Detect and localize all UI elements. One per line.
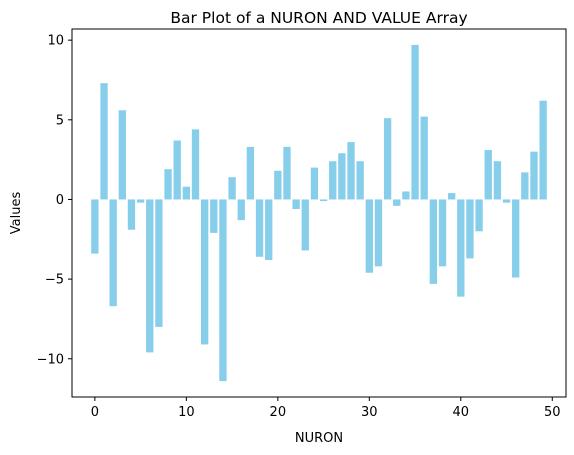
y-tick-label: 0 <box>56 193 64 208</box>
x-tick-label: 50 <box>544 405 561 420</box>
bar-10 <box>182 186 191 200</box>
chart-title: Bar Plot of a NURON AND VALUE Array <box>170 9 467 27</box>
x-tick-label: 40 <box>453 405 470 420</box>
y-tick-label: −5 <box>45 273 64 288</box>
bar-2 <box>109 199 117 307</box>
bar-24 <box>310 167 319 200</box>
x-tick-label: 20 <box>270 405 287 420</box>
bar-9 <box>173 140 181 200</box>
y-axis-label: Values <box>9 192 24 235</box>
bar-11 <box>191 129 200 200</box>
y-tick-label: 5 <box>56 113 64 128</box>
bar-44 <box>493 161 502 200</box>
bar-41 <box>466 199 474 259</box>
bar-38 <box>438 199 447 267</box>
bar-23 <box>301 199 309 251</box>
bar-36 <box>420 116 428 200</box>
bar-28 <box>347 142 355 200</box>
bar-49 <box>539 100 547 200</box>
bar-18 <box>255 199 264 257</box>
bar-33 <box>393 199 401 206</box>
x-tick-label: 30 <box>361 405 378 420</box>
bar-19 <box>265 199 273 260</box>
bar-27 <box>338 153 346 200</box>
bar-21 <box>283 146 291 200</box>
bar-32 <box>383 118 392 200</box>
bar-22 <box>292 199 300 210</box>
bar-35 <box>411 44 419 200</box>
bar-0 <box>91 199 99 254</box>
bar-12 <box>200 199 209 345</box>
bar-43 <box>484 150 492 200</box>
bar-1 <box>100 83 108 200</box>
bar-40 <box>457 199 465 297</box>
bar-7 <box>155 199 163 327</box>
bar-16 <box>237 199 245 221</box>
bar-13 <box>210 199 218 233</box>
bar-8 <box>164 169 172 200</box>
bar-26 <box>329 161 337 200</box>
bar-29 <box>356 161 364 200</box>
bar-4 <box>127 199 136 230</box>
x-axis-ticks: 0 10 20 30 40 50 <box>91 397 561 420</box>
bar-39 <box>447 193 456 200</box>
bar-15 <box>228 177 236 200</box>
bar-30 <box>365 199 373 273</box>
bar-34 <box>402 191 410 200</box>
bar-5 <box>136 199 145 203</box>
x-tick-label: 0 <box>91 405 99 420</box>
bar-47 <box>521 172 529 200</box>
bar-25 <box>319 199 328 202</box>
bar-6 <box>146 199 154 353</box>
bars-group <box>91 44 547 382</box>
x-axis-label: NURON <box>295 431 343 446</box>
bar-45 <box>502 199 511 203</box>
plot-frame <box>71 28 567 398</box>
x-tick-label: 10 <box>178 405 195 420</box>
bar-3 <box>118 110 126 200</box>
bar-42 <box>475 199 483 232</box>
bar-17 <box>246 146 255 200</box>
bar-46 <box>512 199 520 278</box>
y-tick-label: 10 <box>47 34 64 49</box>
bar-48 <box>530 151 538 200</box>
bar-37 <box>429 199 438 284</box>
y-tick-label: −10 <box>37 352 64 367</box>
y-axis-ticks: −10 −5 0 5 10 <box>37 34 72 367</box>
bar-20 <box>274 170 282 200</box>
bar-14 <box>219 199 227 382</box>
bar-31 <box>374 199 383 267</box>
